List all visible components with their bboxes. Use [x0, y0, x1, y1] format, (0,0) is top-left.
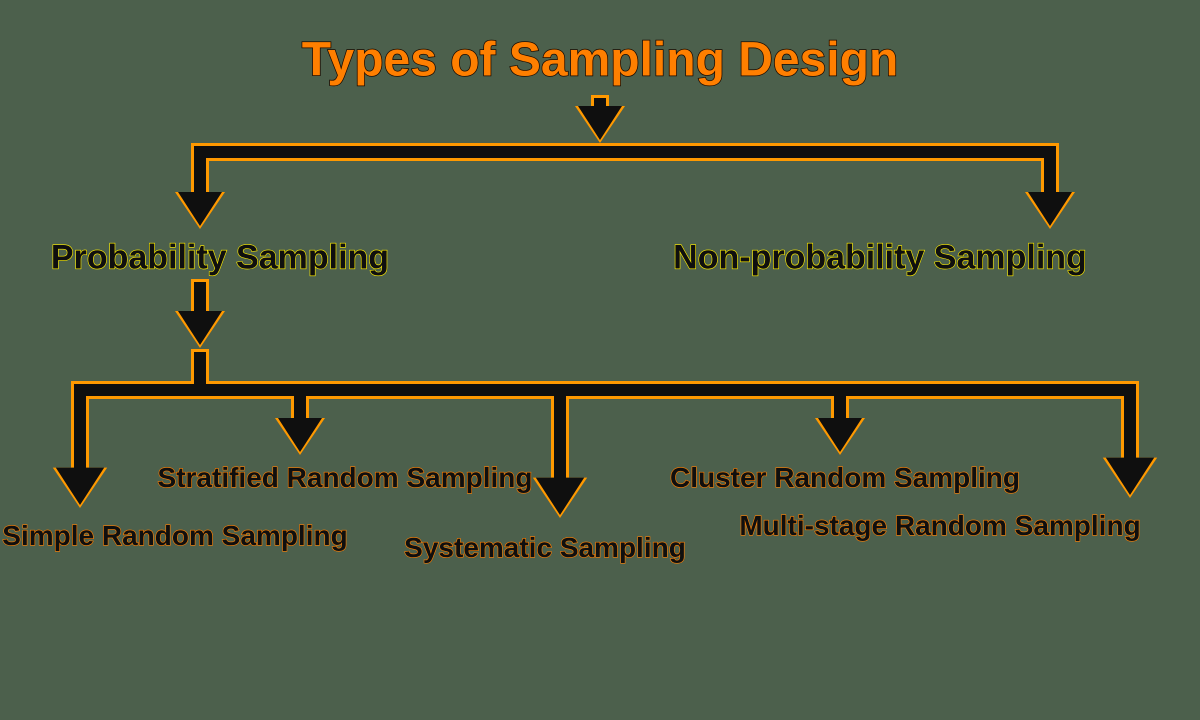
connector-layer: [0, 0, 1200, 720]
node-nonprobability: Non-probability Sampling: [673, 239, 1087, 278]
node-probability: Probability Sampling: [51, 239, 389, 278]
node-root: Types of Sampling Design: [302, 33, 899, 88]
node-stratified: Stratified Random Sampling: [158, 462, 533, 494]
node-simple-random: Simple Random Sampling: [2, 520, 347, 552]
node-cluster: Cluster Random Sampling: [670, 462, 1020, 494]
node-multistage: Multi-stage Random Sampling: [739, 510, 1140, 542]
node-systematic: Systematic Sampling: [404, 532, 686, 564]
